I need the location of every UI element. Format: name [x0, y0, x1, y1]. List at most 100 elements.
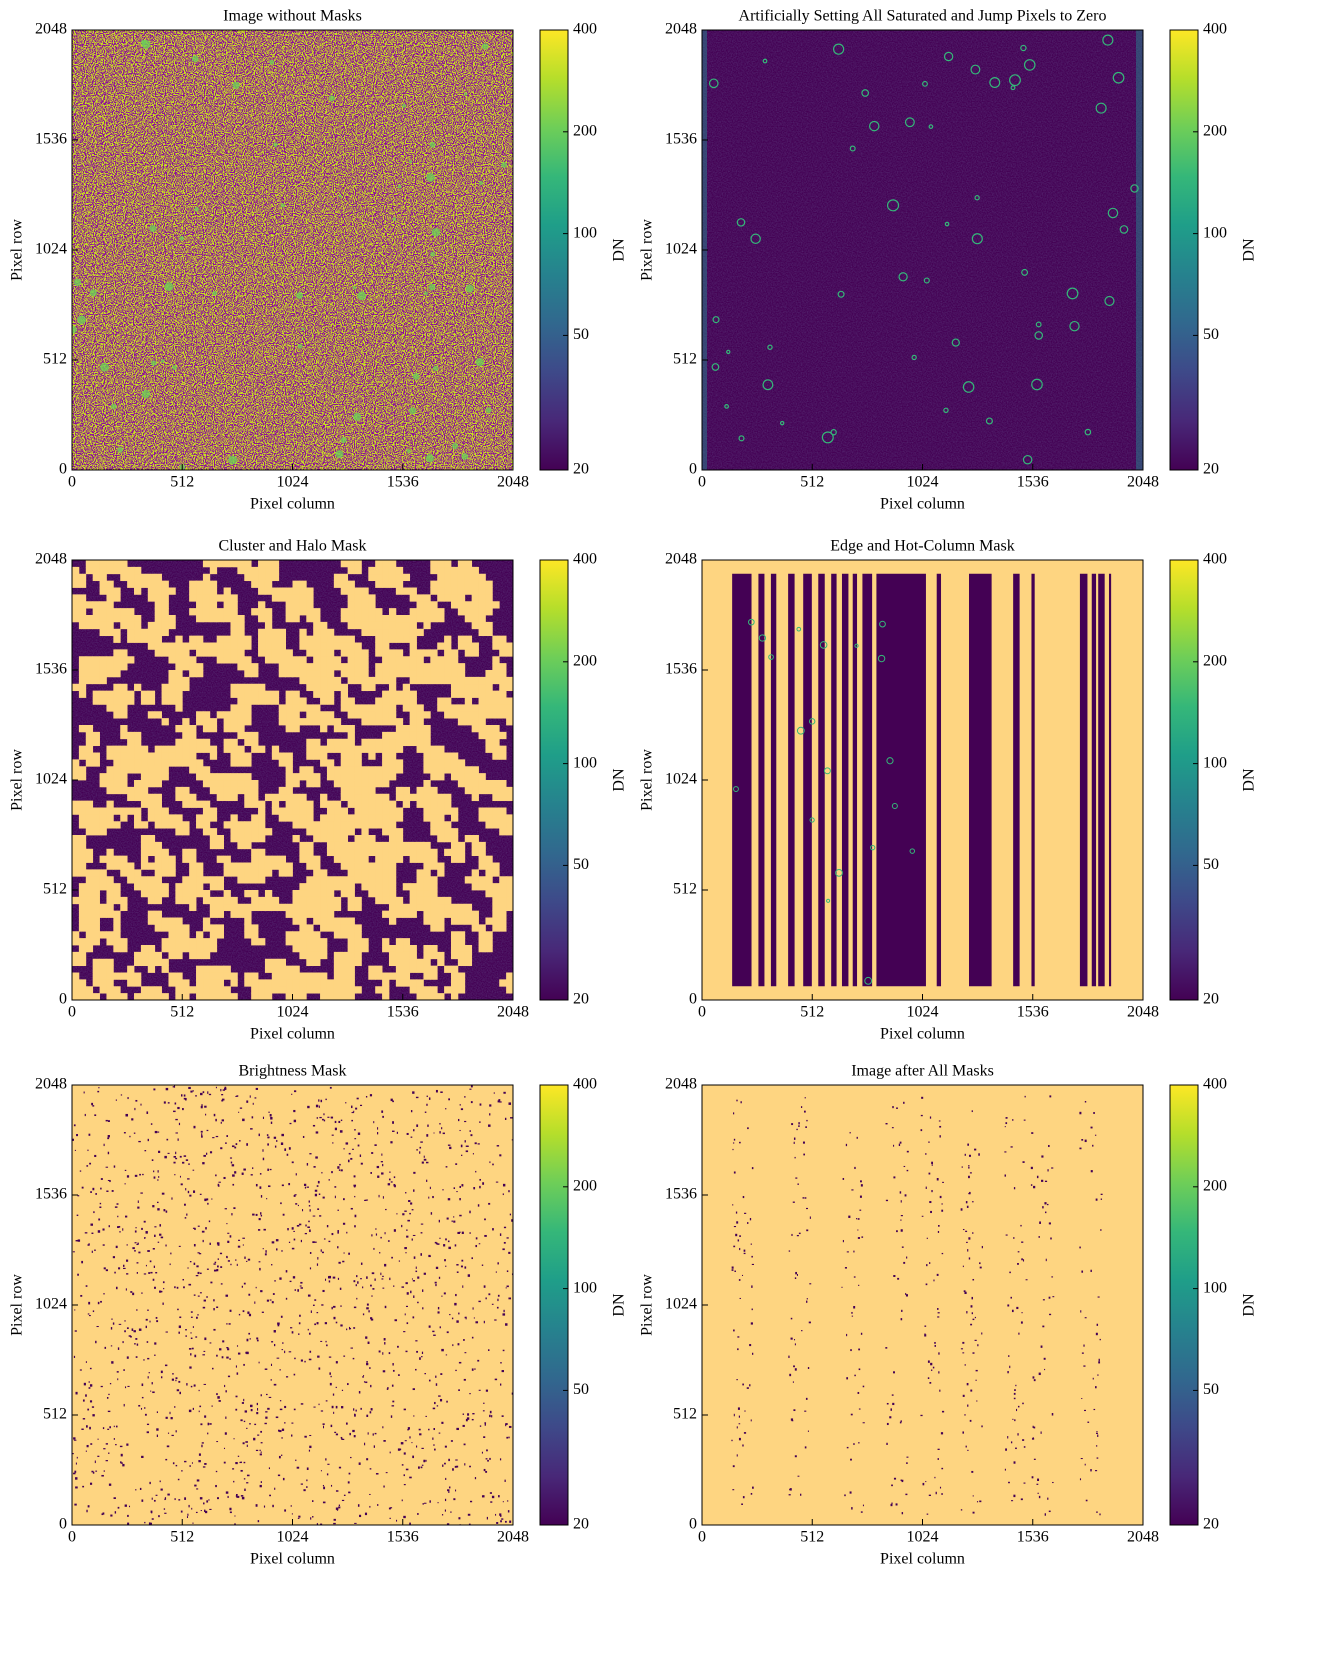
colorbar	[1170, 560, 1198, 1000]
unmasked-pixel	[281, 1316, 283, 1318]
unmasked-pixel	[411, 1110, 412, 1112]
mask-cell	[306, 890, 313, 897]
unmasked-pixel	[204, 1199, 206, 1202]
unmasked-pixel	[184, 1204, 186, 1206]
star	[232, 82, 239, 89]
unmasked-pixel	[495, 1379, 497, 1381]
mask-cell	[189, 904, 196, 911]
unmasked-pixel	[270, 1169, 272, 1170]
unmasked-pixel	[469, 1211, 470, 1214]
unmasked-pixel	[152, 1159, 154, 1161]
mask-cell	[506, 794, 513, 801]
unmasked-pixel	[791, 1123, 793, 1125]
unmasked-pixel	[243, 1364, 245, 1366]
mask-cell	[368, 711, 375, 718]
unmasked-pixel	[395, 1319, 398, 1321]
unmasked-pixel	[127, 1175, 129, 1177]
unmasked-pixel	[108, 1120, 110, 1122]
mask-cell	[86, 753, 93, 760]
unmasked-pixel	[152, 1382, 153, 1384]
unmasked-pixel	[349, 1473, 351, 1475]
unmasked-pixel	[177, 1107, 179, 1109]
star	[407, 449, 411, 453]
mask-cell	[217, 780, 224, 787]
mask-cell	[196, 649, 203, 656]
unmasked-pixel	[103, 1293, 104, 1294]
mask-cell	[465, 911, 472, 918]
unmasked-pixel	[453, 1216, 454, 1217]
mask-cell	[72, 979, 79, 986]
unmasked-pixel	[794, 1138, 795, 1140]
mask-cell	[189, 643, 196, 650]
mask-cell	[203, 876, 210, 883]
mask-cell	[86, 739, 93, 746]
unmasked-pixel	[900, 1142, 902, 1144]
mask-cell	[451, 670, 458, 677]
unmasked-pixel	[371, 1152, 373, 1154]
unmasked-pixel	[74, 1309, 75, 1310]
mask-cell	[93, 691, 100, 698]
mask-cell	[423, 966, 430, 973]
mask-cell	[279, 794, 286, 801]
mask-cell	[396, 718, 403, 725]
unmasked-pixel	[431, 1212, 432, 1215]
mask-cell	[230, 828, 237, 835]
mask-cell	[293, 966, 300, 973]
star	[165, 282, 174, 291]
mask-cell	[382, 979, 389, 986]
mask-cell	[175, 759, 182, 766]
unmasked-pixel	[793, 1365, 795, 1367]
mask-cell	[499, 780, 506, 787]
mask-cell	[134, 588, 141, 595]
mask-cell	[341, 649, 348, 656]
mask-cell	[423, 759, 430, 766]
unmasked-pixel	[204, 1463, 206, 1465]
mask-cell	[313, 780, 320, 787]
mask-cell	[444, 698, 451, 705]
unmasked-pixel	[257, 1408, 258, 1411]
mask-cell	[458, 986, 465, 993]
mask-cell	[375, 608, 382, 615]
unmasked-pixel	[152, 1205, 154, 1207]
mask-cell	[106, 897, 113, 904]
unmasked-pixel	[969, 1155, 971, 1157]
unmasked-pixel	[897, 1278, 899, 1280]
unmasked-pixel	[732, 1489, 734, 1490]
mask-cell	[120, 622, 127, 629]
mask-cell	[348, 876, 355, 883]
mask-cell	[230, 629, 237, 636]
colorbar-tick-label: 50	[1203, 1381, 1219, 1398]
mask-cell	[320, 629, 327, 636]
unmasked-pixel	[343, 1356, 345, 1357]
unmasked-pixel	[981, 1425, 982, 1427]
y-axis-label: Pixel row	[639, 219, 656, 281]
mask-cell	[106, 986, 113, 993]
unmasked-pixel	[497, 1299, 498, 1301]
mask-cell	[479, 883, 486, 890]
mask-cell	[327, 766, 334, 773]
mask-cell	[368, 808, 375, 815]
unmasked-pixel	[441, 1422, 443, 1424]
unmasked-pixel	[938, 1231, 939, 1233]
mask-cell	[237, 725, 244, 732]
mask-cell	[361, 849, 368, 856]
unmasked-pixel	[179, 1123, 180, 1125]
unmasked-pixel	[938, 1225, 940, 1227]
mask-cell	[175, 897, 182, 904]
unmasked-pixel	[73, 1251, 75, 1252]
unmasked-pixel	[305, 1233, 307, 1234]
unmasked-pixel	[159, 1224, 161, 1226]
mask-cell	[313, 828, 320, 835]
mask-cell	[120, 608, 127, 615]
mask-cell	[348, 821, 355, 828]
mask-cell	[327, 801, 334, 808]
unmasked-pixel	[89, 1315, 91, 1316]
mask-cell	[479, 808, 486, 815]
unmasked-pixel	[226, 1357, 228, 1359]
unmasked-pixel	[274, 1330, 276, 1332]
mask-cell	[313, 890, 320, 897]
mask-cell	[479, 732, 486, 739]
mask-cell	[258, 615, 265, 622]
mask-cell	[341, 560, 348, 567]
unmasked-pixel	[307, 1106, 309, 1108]
